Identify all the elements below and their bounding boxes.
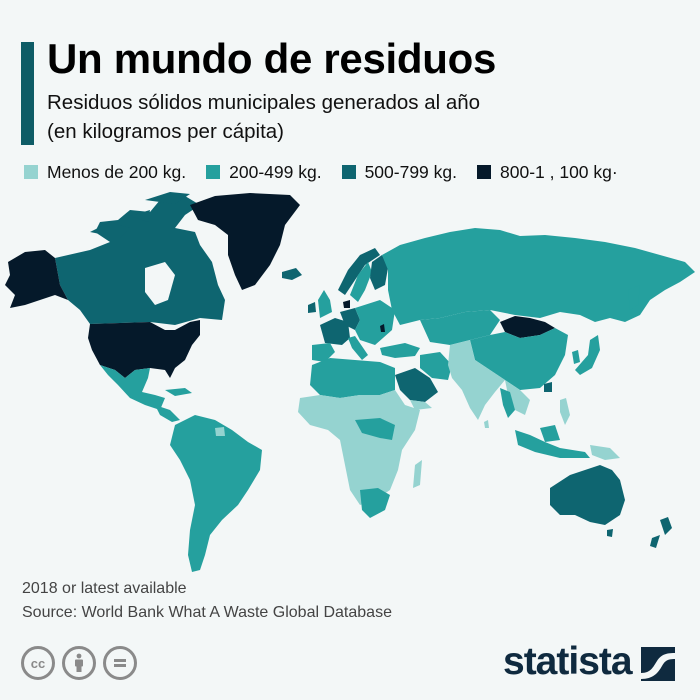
subtitle-line-1: Residuos sólidos municipales generados a… [47,91,481,114]
region-south-asia [448,340,505,420]
region-turkey [380,343,420,358]
world-map [5,192,695,572]
region-italy [348,336,368,360]
region-sub-saharan-africa [298,390,420,505]
legend-swatch [477,165,491,179]
region-usa [88,320,200,378]
region-north-africa [310,358,395,398]
legend-label: 500-799 kg. [364,161,457,182]
region-central-africa [355,418,395,440]
region-central-europe [355,300,395,345]
region-japan [575,335,600,375]
region-spain [312,343,335,362]
region-png [590,445,620,460]
brand-name: statista [503,640,633,683]
subtitle-line-2: (en kilogramos per cápita) [47,120,284,143]
region-suriname [215,427,225,436]
region-sri-lanka [484,420,489,428]
footnote: 2018 or latest available Source: World B… [22,577,392,625]
region-central-america [155,405,180,422]
region-norway [338,248,380,295]
region-new-zealand [650,517,672,548]
region-mongolia [500,316,555,338]
cc-icon[interactable]: cc [21,646,55,680]
region-south-africa [360,488,390,518]
license-icons: cc [21,646,137,680]
legend-label: Menos de 200 kg. [47,161,187,182]
region-russia [382,228,695,325]
legend-item-low: Menos de 200 kg. [24,162,186,183]
region-sakhalin-kamchatka [628,285,640,310]
legend-label: 200-499 kg. [229,161,322,182]
region-central-asia [420,310,500,345]
legend-item-high: 500-799 kg. [341,161,457,183]
region-ireland [308,302,316,313]
region-mexico [100,365,165,410]
page-title: Un mundo de residuos [47,35,497,82]
cc-label: cc [30,655,46,671]
region-france [320,318,350,345]
legend-item-very-high: 800-1 , 100 kg· [477,162,618,183]
region-australia [550,465,625,525]
region-germany [340,308,360,330]
region-korea [572,350,580,364]
region-finland [370,255,388,290]
region-denmark [343,300,350,308]
attribution-icon[interactable] [62,646,96,680]
region-sweden [350,262,372,302]
legend-swatch [24,165,38,179]
legend-swatch [206,165,221,179]
region-yemen [410,400,432,410]
legend-label: 800-1 , 100 kg· [500,161,618,182]
region-canada-islands [90,192,190,238]
accent-bar [21,42,34,145]
legend-item-medium: 200-499 kg. [206,161,322,183]
hudson-bay [145,262,175,305]
region-greenland [190,193,300,290]
region-iran [420,352,452,380]
region-iceland [282,268,302,280]
legend-swatch [341,165,356,179]
legend: Menos de 200 kg. 200-499 kg. 500-799 kg.… [24,160,638,184]
region-caribbean [165,388,192,396]
region-tasmania [607,529,613,537]
region-madagascar [413,460,422,488]
no-derivatives-icon[interactable] [103,646,137,680]
statista-logo[interactable]: statista [503,640,675,684]
region-indonesia [515,425,590,458]
region-indochina [505,380,530,415]
region-moldova [380,324,385,332]
statista-mark-icon [640,646,675,681]
region-saudi-arabia [395,368,438,402]
region-uk [318,290,332,318]
region-alaska [5,250,68,308]
region-philippines [560,398,570,425]
region-china [470,328,568,390]
date-note: 2018 or latest available [22,580,187,597]
region-thailand [500,388,515,418]
source-note: Source: World Bank What A Waste Global D… [22,604,392,621]
region-taiwan-hk [544,382,552,392]
subtitle: Residuos sólidos municipales generados a… [47,88,480,146]
region-south-america [170,415,262,572]
